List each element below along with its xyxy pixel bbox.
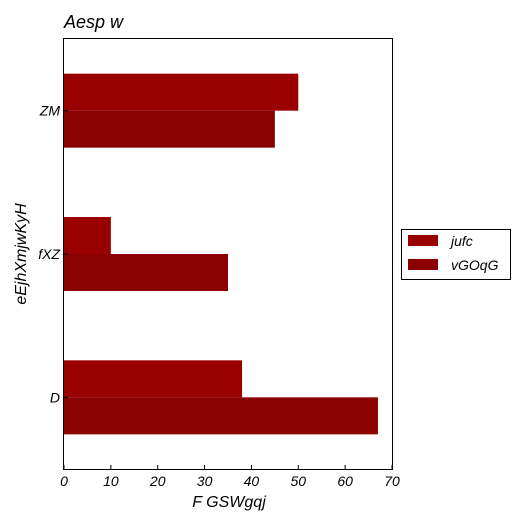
legend: jufc vGOqG	[402, 230, 511, 280]
x-tick-label: 50	[290, 473, 306, 489]
y-tick-label: fXZ	[38, 246, 60, 262]
x-tick-label: 40	[244, 473, 260, 489]
bar-jufc-fXZ	[64, 217, 111, 254]
legend-label-jufc: jufc	[449, 233, 473, 249]
legend-swatch-jufc	[408, 235, 438, 246]
x-tick-label: 70	[384, 473, 400, 489]
x-axis-label: F GSWgqj	[192, 494, 266, 511]
bars-group	[64, 74, 378, 435]
x-tick-label: 30	[197, 473, 213, 489]
x-tick-label: 10	[103, 473, 119, 489]
bar-jufc-ZM	[64, 74, 298, 111]
y-tick-label: D	[50, 389, 60, 405]
chart-title: Aesp w	[63, 12, 124, 32]
bar-jufc-D	[64, 360, 242, 397]
bar-vGOqG-fXZ	[64, 254, 228, 291]
y-tick-label: ZM	[39, 103, 61, 119]
x-axis: 0 10 20 30 40 50 60 70	[60, 465, 400, 489]
legend-swatch-vGOqG	[408, 259, 438, 270]
legend-label-vGOqG: vGOqG	[451, 257, 499, 273]
x-tick-label: 60	[337, 473, 353, 489]
x-tick-label: 0	[60, 473, 68, 489]
bar-vGOqG-ZM	[64, 111, 275, 148]
x-tick-label: 20	[149, 473, 166, 489]
y-axis-label: eEjhXmjwKyH	[13, 203, 30, 305]
bar-vGOqG-D	[64, 397, 378, 434]
